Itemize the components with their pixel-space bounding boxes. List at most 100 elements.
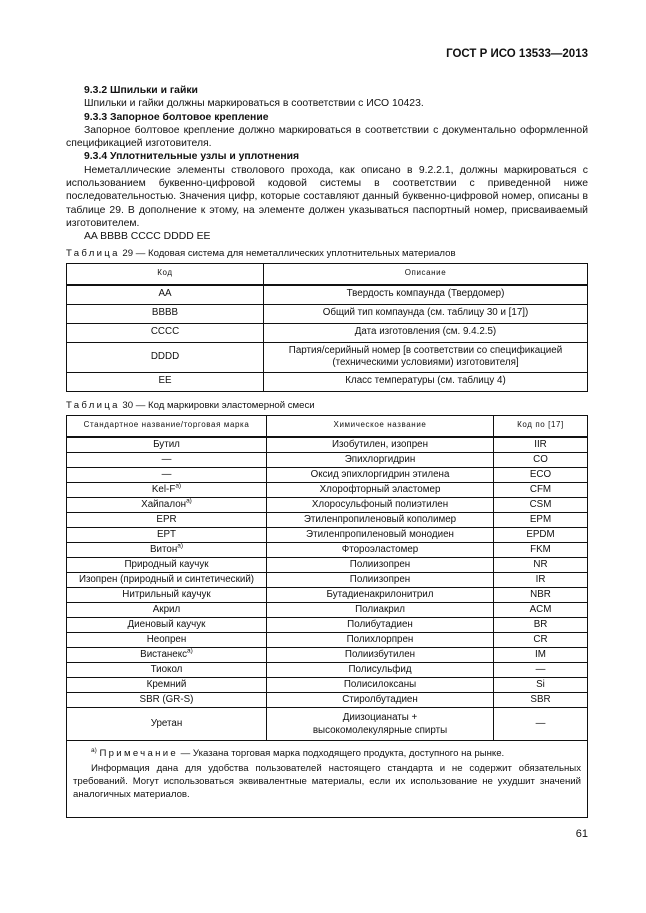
paragraph: Шпильки и гайки должны маркироваться в с… <box>84 98 424 110</box>
chem-cell: Полиакрил <box>266 601 494 618</box>
code-cell: FKM <box>493 541 588 558</box>
code-cell: AA <box>66 284 264 305</box>
table-row: CCCC Дата изготовления (см. 9.4.2.5) <box>66 322 588 343</box>
trade-name: Кремний <box>146 678 187 690</box>
table-row: Бутил Изобутилен, изопрен IIR <box>66 436 588 453</box>
name-cell: Вистанексa) <box>66 646 267 663</box>
table-30-caption: Таблица 30 — Код маркировки эластомерной… <box>66 400 588 412</box>
chem-cell: Полисульфид <box>266 661 494 678</box>
name-cell: Природный каучук <box>66 556 267 573</box>
chem-cell: Полиизопрен <box>266 556 494 573</box>
table-row: EE Класс температуры (см. таблицу 4) <box>66 371 588 392</box>
caption-label: Таблица <box>66 399 120 411</box>
name-cell: Нитрильный каучук <box>66 586 267 603</box>
name-cell: Бутил <box>66 436 267 453</box>
trade-name: Хайпалон <box>141 498 187 510</box>
trade-name: Бутил <box>153 438 180 450</box>
chem-cell: Эпихлоргидрин <box>266 451 494 468</box>
chem-cell: Фтороэластомер <box>266 541 494 558</box>
table-row: Природный каучук Полиизопрен NR <box>66 556 588 573</box>
trade-name: SBR (GR-S) <box>139 693 194 705</box>
table-30: Стандартное название/торговая марка Хими… <box>66 414 588 818</box>
code-cell: NR <box>493 556 588 573</box>
name-cell: Изопрен (природный и синтетический) <box>66 571 267 588</box>
name-cell: — <box>66 451 267 468</box>
trade-name: Вистанекс <box>140 648 188 660</box>
page-number: 61 <box>575 827 588 840</box>
code-cell: — <box>493 706 588 741</box>
name-cell: Кремний <box>66 676 267 693</box>
table-row: EPT Этиленпропиленовый монодиен EPDM <box>66 526 588 543</box>
trade-name: EPT <box>156 528 177 540</box>
code-cell: Si <box>493 676 588 693</box>
name-cell: Диеновый каучук <box>66 616 267 633</box>
table-row: Уретан Диизоцианаты + высокомолекулярные … <box>66 706 588 741</box>
chem-cell: Полиизопрен <box>266 571 494 588</box>
name-cell: Неопрен <box>66 631 267 648</box>
table-row: Акрил Полиакрил ACM <box>66 601 588 618</box>
name-cell: — <box>66 466 267 483</box>
note-label: Примечание <box>99 747 178 759</box>
table-row: Хайпалонa) Хлоросульфоный полиэтилен CSM <box>66 496 588 513</box>
name-cell: Тиокол <box>66 661 267 678</box>
note-text: — Указана торговая марка подходящего про… <box>180 747 505 759</box>
code-cell: CO <box>493 451 588 468</box>
trade-name: Тиокол <box>150 663 183 675</box>
table-row: AA Твердость компаунда (Твердомер) <box>66 284 588 305</box>
footnote-marker: a) <box>91 746 97 754</box>
table-row: Вистанексa) Полиизбутилен IM <box>66 646 588 663</box>
name-cell: SBR (GR-S) <box>66 691 267 708</box>
section-heading: 9.3.4 Уплотнительные узлы и уплотнения <box>84 151 300 163</box>
code-cell: SBR <box>493 691 588 708</box>
chem-cell: Хлорофторный эластомер <box>266 481 494 498</box>
column-header: Химическое название <box>266 414 494 438</box>
description-cell: Партия/серийный номер [в соответствии со… <box>263 341 588 373</box>
code-cell: EE <box>66 371 264 392</box>
table-row: BBBB Общий тип компаунда (см. таблицу 30 … <box>66 303 588 324</box>
description-cell: Класс температуры (см. таблицу 4) <box>263 371 588 392</box>
code-cell: EPM <box>493 511 588 528</box>
code-cell: CSM <box>493 496 588 513</box>
code-cell: CR <box>493 631 588 648</box>
trade-name: EPR <box>156 513 177 525</box>
table-row: Нитрильный каучук Бутадиенакрилонитрил NBR <box>66 586 588 603</box>
table-row: SBR (GR-S) Стиролбутадиен SBR <box>66 691 588 708</box>
description-cell: Твердость компаунда (Твердомер) <box>263 284 588 305</box>
table-row: Изопрен (природный и синтетический) Полии… <box>66 571 588 588</box>
column-header: Код по [17] <box>493 414 588 438</box>
footnote-marker: a) <box>177 542 184 550</box>
name-cell: Витонa) <box>66 541 267 558</box>
code-cell: NBR <box>493 586 588 603</box>
table-row: Диеновый каучук Полибутадиен BR <box>66 616 588 633</box>
trade-name: Уретан <box>150 717 183 729</box>
footnote-marker: a) <box>186 497 192 505</box>
name-cell: EPT <box>66 526 267 543</box>
section-heading: 9.3.2 Шпильки и гайки <box>84 85 198 96</box>
chem-cell: Полибутадиен <box>266 616 494 633</box>
chem-cell: Изобутилен, изопрен <box>266 436 494 453</box>
trade-name: Нитрильный каучук <box>122 588 211 600</box>
trade-name: — <box>161 468 172 480</box>
trade-name: Витон <box>149 543 178 555</box>
trade-name: Неопрен <box>146 633 187 645</box>
chem-cell: Хлоросульфоный полиэтилен <box>266 496 494 513</box>
code-cell: IM <box>493 646 588 663</box>
caption-label: Таблица <box>66 247 120 259</box>
chem-cell: Полихлорпрен <box>266 631 494 648</box>
trade-name: Kel-F <box>151 483 176 495</box>
chem-cell: Стиролбутадиен <box>266 691 494 708</box>
document-header: ГОСТ Р ИСО 13533—2013 <box>446 48 588 60</box>
table-note: a) Примечание — Указана торговая марка п… <box>66 739 588 818</box>
chem-cell: Этиленпропиленовый кополимер <box>266 511 494 528</box>
table-row: — Эпихлоргидрин CO <box>66 451 588 468</box>
chem-cell: Диизоцианаты + высокомолекулярные спирты <box>266 706 494 741</box>
code-cell: ECO <box>493 466 588 483</box>
chem-cell: Оксид эпихлоргидрин этилена <box>266 466 494 483</box>
column-header: Описание <box>263 262 588 286</box>
paragraph: Неметаллические элементы стволового прох… <box>66 164 588 229</box>
trade-name: Изопрен (природный и синтетический) <box>78 573 255 585</box>
trade-name: — <box>161 453 172 465</box>
trade-name: Диеновый каучук <box>127 618 206 630</box>
code-cell: DDDD <box>66 341 264 373</box>
code-sequence: AA BBBB CCCC DDDD EE <box>84 231 211 243</box>
